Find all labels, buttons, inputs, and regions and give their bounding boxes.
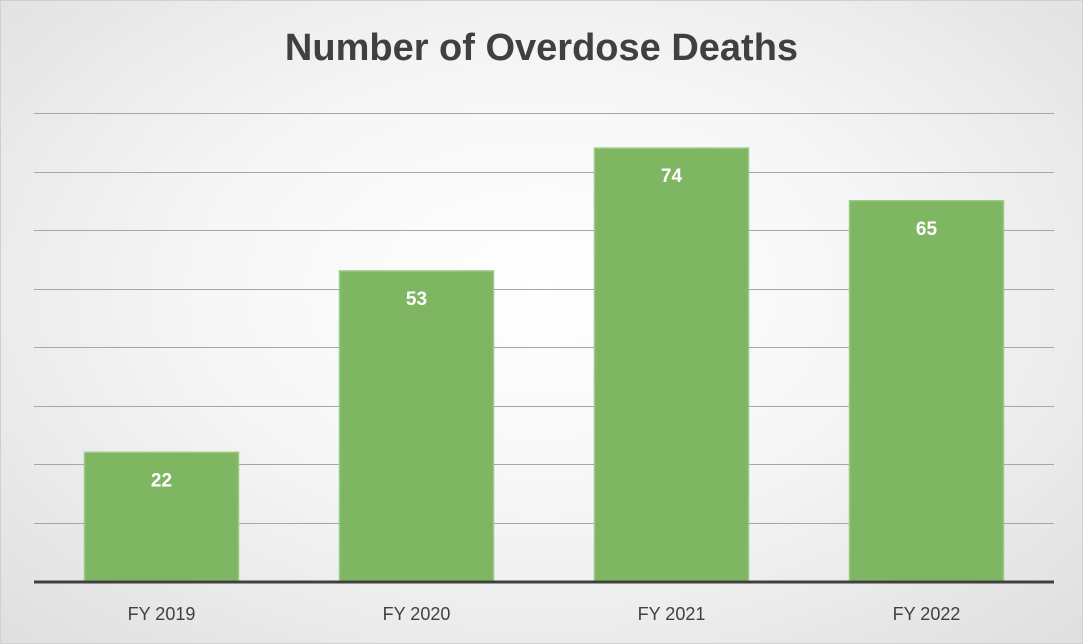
chart-title: Number of Overdose Deaths <box>284 27 799 69</box>
data-label: 53 <box>406 289 427 310</box>
data-label: 22 <box>151 470 172 491</box>
x-tick-label: FY 2019 <box>128 604 196 624</box>
x-tick-label: FY 2022 <box>893 604 961 624</box>
x-tick-label: FY 2020 <box>383 604 451 624</box>
data-labels: 22 53 74 65 <box>151 166 938 491</box>
bar-fy-2020 <box>338 270 495 582</box>
data-label: 74 <box>661 166 683 187</box>
x-tick-labels: FY 2019 FY 2020 FY 2021 FY 2022 <box>128 604 961 624</box>
bar-fy-2022 <box>848 200 1005 582</box>
data-label: 65 <box>916 219 938 240</box>
x-tick-label: FY 2021 <box>638 604 706 624</box>
bar-fy-2021 <box>593 147 750 582</box>
bars <box>83 147 1005 582</box>
bar-fy-2019 <box>83 451 240 582</box>
